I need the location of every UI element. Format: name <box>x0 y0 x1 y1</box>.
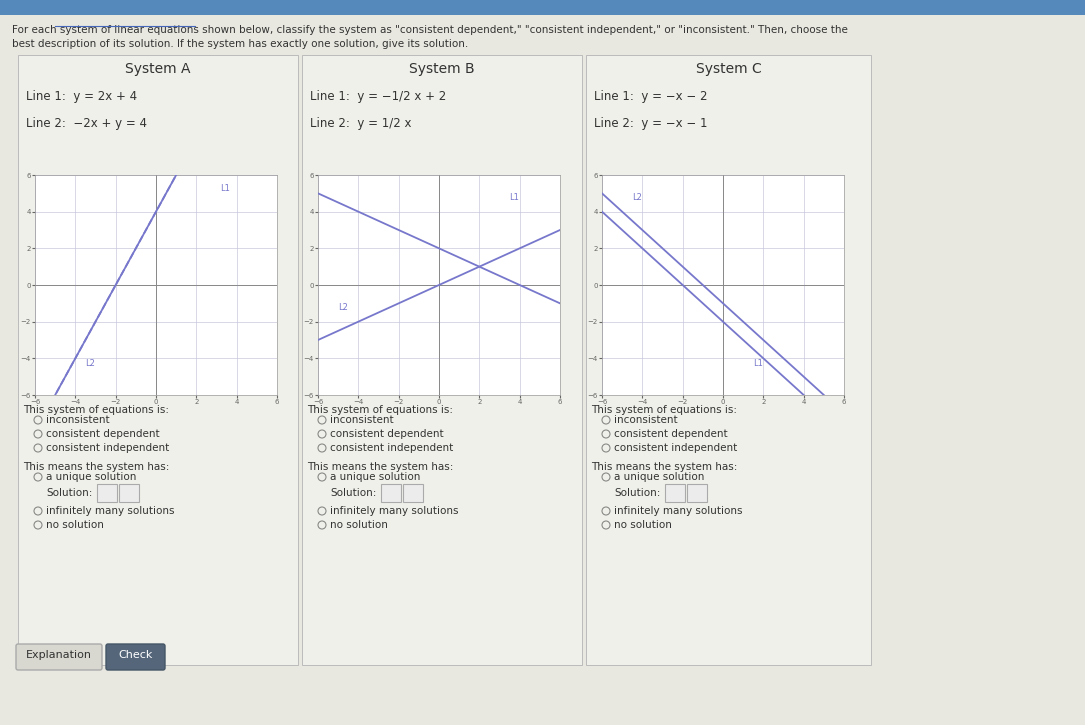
FancyBboxPatch shape <box>0 670 1085 725</box>
Text: System C: System C <box>695 62 762 76</box>
Text: a unique solution: a unique solution <box>46 472 137 482</box>
Text: Line 1:  y = 2x + 4: Line 1: y = 2x + 4 <box>26 90 137 103</box>
FancyBboxPatch shape <box>119 484 139 502</box>
Text: System A: System A <box>125 62 191 76</box>
FancyBboxPatch shape <box>302 55 582 665</box>
FancyBboxPatch shape <box>403 484 423 502</box>
FancyBboxPatch shape <box>665 484 685 502</box>
Text: best description of its solution. If the system has exactly one solution, give i: best description of its solution. If the… <box>12 39 469 49</box>
Text: System B: System B <box>409 62 475 76</box>
Text: This system of equations is:: This system of equations is: <box>23 405 169 415</box>
Text: This means the system has:: This means the system has: <box>307 462 454 472</box>
FancyBboxPatch shape <box>16 644 102 670</box>
Text: no solution: no solution <box>614 520 672 530</box>
FancyBboxPatch shape <box>0 0 1085 15</box>
FancyBboxPatch shape <box>97 484 117 502</box>
Text: L2: L2 <box>86 358 95 368</box>
Text: L1: L1 <box>753 358 763 368</box>
Text: For each system of linear equations shown below, classify the system as "consist: For each system of linear equations show… <box>12 25 847 35</box>
Text: consistent independent: consistent independent <box>330 443 454 453</box>
FancyBboxPatch shape <box>18 55 298 665</box>
Text: no solution: no solution <box>330 520 387 530</box>
Text: This system of equations is:: This system of equations is: <box>307 405 454 415</box>
Text: inconsistent: inconsistent <box>614 415 678 425</box>
Text: Line 2:  −2x + y = 4: Line 2: −2x + y = 4 <box>26 117 146 130</box>
Text: no solution: no solution <box>46 520 104 530</box>
Text: Solution:: Solution: <box>614 488 661 498</box>
Text: Explanation: Explanation <box>26 650 92 660</box>
Text: Line 2:  y = −x − 1: Line 2: y = −x − 1 <box>593 117 707 130</box>
Text: L1: L1 <box>220 184 230 194</box>
Text: This means the system has:: This means the system has: <box>591 462 738 472</box>
FancyBboxPatch shape <box>0 15 1085 670</box>
Text: L2: L2 <box>633 194 642 202</box>
FancyBboxPatch shape <box>687 484 707 502</box>
Text: a unique solution: a unique solution <box>614 472 704 482</box>
Text: a unique solution: a unique solution <box>330 472 420 482</box>
Text: consistent dependent: consistent dependent <box>46 429 159 439</box>
Text: consistent independent: consistent independent <box>46 443 169 453</box>
Text: consistent dependent: consistent dependent <box>614 429 728 439</box>
Text: Line 1:  y = −x − 2: Line 1: y = −x − 2 <box>593 90 707 103</box>
Text: Line 2:  y = 1/2 x: Line 2: y = 1/2 x <box>310 117 411 130</box>
Text: inconsistent: inconsistent <box>46 415 110 425</box>
Text: L2: L2 <box>339 304 348 312</box>
Text: infinitely many solutions: infinitely many solutions <box>46 506 175 516</box>
Text: Line 1:  y = −1/2 x + 2: Line 1: y = −1/2 x + 2 <box>310 90 446 103</box>
Text: Check: Check <box>118 650 153 660</box>
FancyBboxPatch shape <box>381 484 401 502</box>
Text: L1: L1 <box>510 194 520 202</box>
Text: consistent independent: consistent independent <box>614 443 737 453</box>
Text: This means the system has:: This means the system has: <box>23 462 169 472</box>
Text: consistent dependent: consistent dependent <box>330 429 444 439</box>
Text: infinitely many solutions: infinitely many solutions <box>614 506 742 516</box>
Text: Solution:: Solution: <box>46 488 92 498</box>
FancyBboxPatch shape <box>586 55 871 665</box>
FancyBboxPatch shape <box>106 644 165 670</box>
Text: Solution:: Solution: <box>330 488 376 498</box>
Text: inconsistent: inconsistent <box>330 415 394 425</box>
Text: infinitely many solutions: infinitely many solutions <box>330 506 459 516</box>
Text: This system of equations is:: This system of equations is: <box>591 405 737 415</box>
